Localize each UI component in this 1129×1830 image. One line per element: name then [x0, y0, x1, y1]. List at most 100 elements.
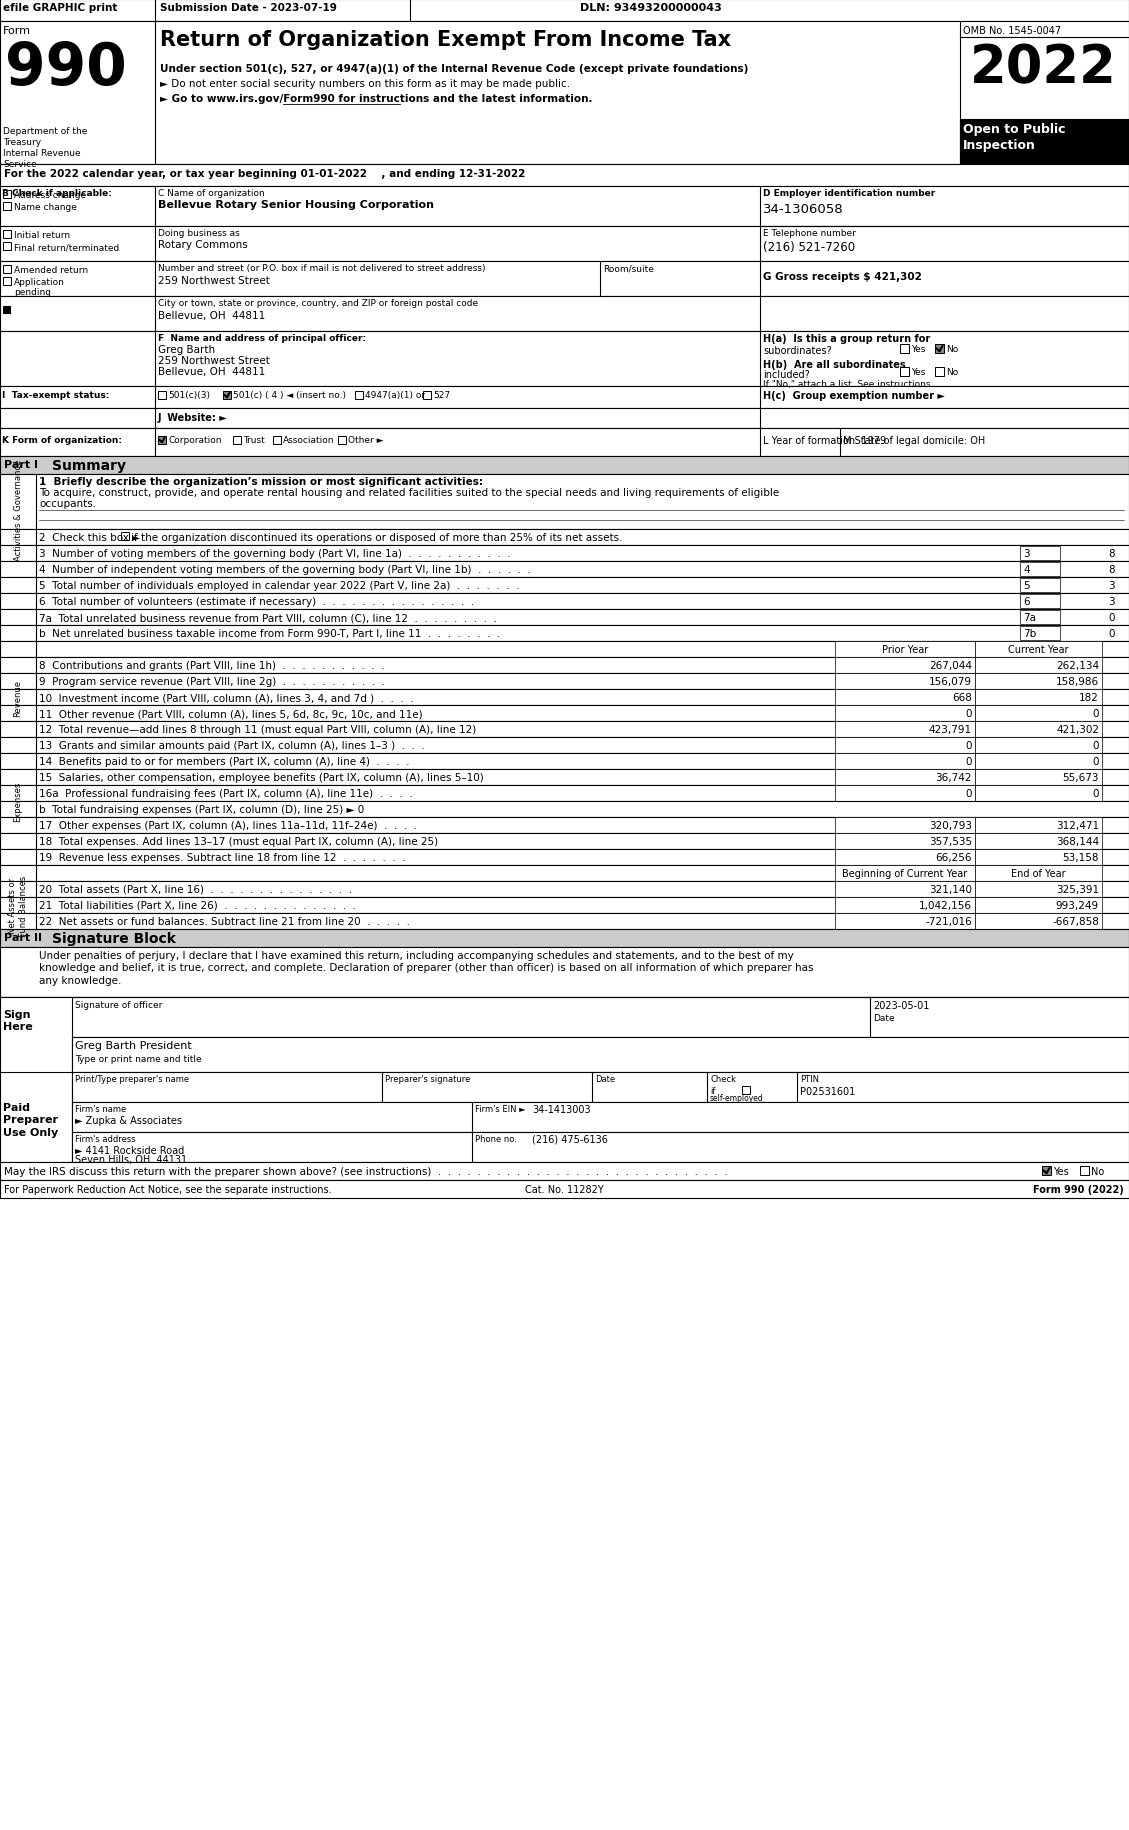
Text: occupants.: occupants.	[40, 500, 96, 509]
Text: Type or print name and title: Type or print name and title	[75, 1054, 202, 1063]
Text: City or town, state or province, country, and ZIP or foreign postal code: City or town, state or province, country…	[158, 298, 478, 307]
Bar	[158, 437, 166, 445]
Text: For Paperwork Reduction Act Notice, see the separate instructions.: For Paperwork Reduction Act Notice, see …	[5, 1184, 332, 1195]
Text: 12  Total revenue—add lines 8 through 11 (must equal Part VIII, column (A), line: 12 Total revenue—add lines 8 through 11 …	[40, 725, 476, 734]
Text: Under section 501(c), 527, or 4947(a)(1) of the Internal Revenue Code (except pr: Under section 501(c), 527, or 4947(a)(1)…	[160, 64, 749, 73]
Text: 7a: 7a	[1023, 613, 1036, 622]
Text: Signature of officer: Signature of officer	[75, 1001, 163, 1010]
Text: Yes: Yes	[1053, 1166, 1069, 1177]
Text: Room/suite: Room/suite	[603, 264, 654, 273]
Bar	[0, 1162, 1129, 1180]
Text: Expenses: Expenses	[14, 781, 23, 822]
Text: 20  Total assets (Part X, line 16)  .  .  .  .  .  .  .  .  .  .  .  .  .  .  .: 20 Total assets (Part X, line 16) . . . …	[40, 884, 352, 895]
Bar	[0, 545, 1129, 562]
Bar	[338, 437, 345, 445]
Bar	[975, 690, 1102, 706]
Bar	[835, 866, 975, 882]
Text: 3  Number of voting members of the governing body (Part VI, line 1a)  .  .  .  .: 3 Number of voting members of the govern…	[40, 549, 510, 558]
Bar	[975, 897, 1102, 913]
Text: H(a)  Is this a group return for: H(a) Is this a group return for	[763, 333, 930, 344]
Bar	[835, 673, 975, 690]
Text: Greg Barth: Greg Barth	[158, 344, 216, 355]
Bar	[835, 849, 975, 866]
Bar	[835, 754, 975, 770]
Text: 156,079: 156,079	[929, 677, 972, 686]
Text: Form: Form	[3, 26, 30, 37]
Bar	[3, 231, 11, 240]
Text: 182: 182	[1079, 692, 1099, 703]
Bar	[900, 368, 909, 377]
Text: Print/Type preparer's name: Print/Type preparer's name	[75, 1074, 190, 1083]
Text: End of Year: End of Year	[1012, 869, 1066, 878]
Text: (216) 475-6136: (216) 475-6136	[532, 1135, 607, 1144]
Bar	[0, 642, 1129, 657]
Text: 0: 0	[1093, 741, 1099, 750]
Text: Doing business as: Doing business as	[158, 229, 239, 238]
Text: 2  Check this box ►: 2 Check this box ►	[40, 533, 140, 544]
Text: ► 4141 Rockside Road: ► 4141 Rockside Road	[75, 1146, 184, 1155]
Text: 55,673: 55,673	[1062, 772, 1099, 783]
Bar	[0, 673, 1129, 690]
Text: 5  Total number of individuals employed in calendar year 2022 (Part V, line 2a) : 5 Total number of individuals employed i…	[40, 580, 519, 591]
Text: 259 Northwest Street: 259 Northwest Street	[158, 355, 270, 366]
Text: 357,535: 357,535	[929, 836, 972, 847]
Text: Seven Hills, OH  44131: Seven Hills, OH 44131	[75, 1155, 187, 1164]
Text: No: No	[946, 368, 959, 377]
Bar	[72, 1038, 1129, 1072]
Text: Open to Public
Inspection: Open to Public Inspection	[963, 123, 1066, 152]
Text: Other ►: Other ►	[348, 436, 384, 445]
Text: -721,016: -721,016	[926, 917, 972, 926]
Text: Address change: Address change	[14, 190, 86, 199]
Text: Bellevue Rotary Senior Housing Corporation: Bellevue Rotary Senior Housing Corporati…	[158, 199, 434, 210]
Bar	[835, 690, 975, 706]
Text: F  Name and address of principal officer:: F Name and address of principal officer:	[158, 333, 366, 342]
Bar	[835, 721, 975, 737]
Bar	[1019, 595, 1060, 609]
Text: Part II: Part II	[5, 933, 42, 942]
Bar	[0, 562, 1129, 578]
Bar	[900, 344, 909, 353]
Bar	[0, 1180, 1129, 1199]
Bar	[975, 657, 1102, 673]
Text: 321,140: 321,140	[929, 884, 972, 895]
Text: 2022: 2022	[970, 42, 1117, 93]
Bar	[0, 262, 1129, 296]
Text: Application: Application	[14, 278, 64, 287]
Bar	[0, 474, 1129, 529]
Bar	[935, 368, 944, 377]
Text: 0: 0	[1109, 613, 1115, 622]
Text: 527: 527	[434, 392, 450, 399]
Text: Return of Organization Exempt From Income Tax: Return of Organization Exempt From Incom…	[160, 29, 732, 49]
Bar	[0, 165, 1129, 187]
Bar	[0, 22, 1129, 165]
Bar	[1019, 626, 1060, 640]
Text: b  Total fundraising expenses (Part IX, column (D), line 25) ► 0: b Total fundraising expenses (Part IX, c…	[40, 805, 365, 814]
Bar	[0, 930, 1129, 948]
Bar	[121, 533, 129, 540]
Text: E Telephone number: E Telephone number	[763, 229, 856, 238]
Bar	[3, 190, 11, 199]
Text: 421,302: 421,302	[1056, 725, 1099, 734]
Text: 7b: 7b	[1023, 630, 1036, 639]
Text: 0: 0	[965, 741, 972, 750]
Bar	[0, 578, 1129, 593]
Text: 4947(a)(1) or: 4947(a)(1) or	[365, 392, 426, 399]
Text: Preparer's signature: Preparer's signature	[385, 1074, 471, 1083]
Text: Department of the
Treasury
Internal Revenue
Service: Department of the Treasury Internal Reve…	[3, 126, 87, 168]
Bar	[0, 458, 1129, 474]
Bar	[1019, 562, 1060, 576]
Bar	[0, 690, 1129, 706]
Bar	[0, 818, 1129, 833]
Bar	[0, 408, 1129, 428]
Text: (216) 521-7260: (216) 521-7260	[763, 242, 855, 254]
Text: Yes: Yes	[911, 368, 926, 377]
Text: 34-1413003: 34-1413003	[532, 1103, 590, 1114]
Text: if the organization discontinued its operations or disposed of more than 25% of : if the organization discontinued its ope…	[131, 533, 622, 544]
Text: 0: 0	[1093, 756, 1099, 767]
Text: May the IRS discuss this return with the preparer shown above? (see instructions: May the IRS discuss this return with the…	[5, 1166, 727, 1177]
Bar	[835, 818, 975, 833]
Text: 2023-05-01: 2023-05-01	[873, 1001, 929, 1010]
Text: 21  Total liabilities (Part X, line 26)  .  .  .  .  .  .  .  .  .  .  .  .  .  : 21 Total liabilities (Part X, line 26) .…	[40, 900, 356, 911]
Text: 8  Contributions and grants (Part VIII, line 1h)  .  .  .  .  .  .  .  .  .  .  : 8 Contributions and grants (Part VIII, l…	[40, 661, 385, 670]
Text: -667,858: -667,858	[1052, 917, 1099, 926]
